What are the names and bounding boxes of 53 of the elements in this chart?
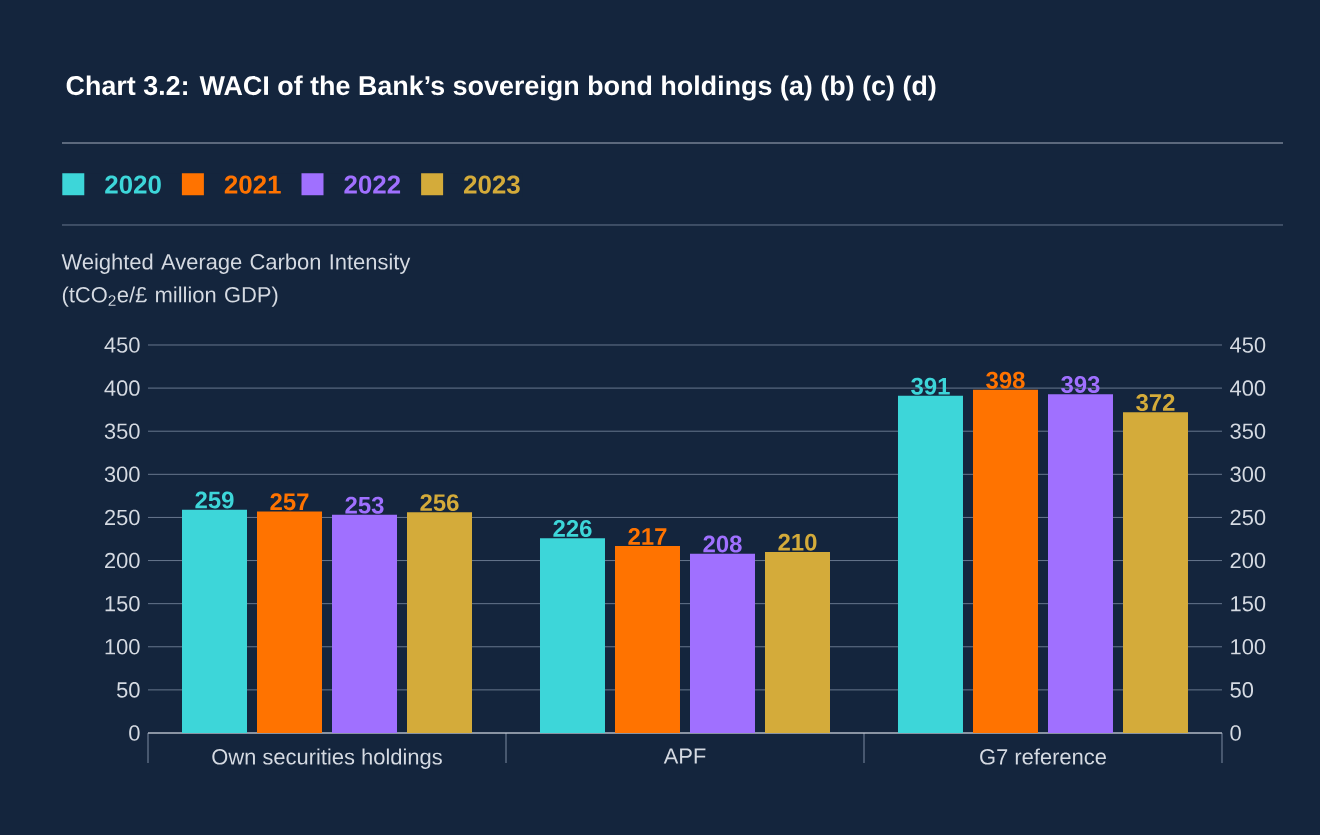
bar bbox=[972, 389, 1038, 733]
y-tick-label: 350 bbox=[104, 423, 140, 439]
y-axis-title: Weighted Average Carbon Intensity (tCO$_{2}$e/£ million GDP) bbox=[61, 253, 411, 307]
y-tick-label: 150 bbox=[105, 595, 140, 612]
y2-tick-label: 250 bbox=[1230, 509, 1266, 526]
legend-label: 2020 bbox=[105, 175, 161, 194]
bar bbox=[1048, 394, 1113, 733]
legend-label: 2021 bbox=[224, 175, 281, 194]
y2-tick-label: 50 bbox=[1230, 682, 1254, 698]
bar bbox=[615, 545, 680, 733]
data-label: 372 bbox=[1136, 394, 1175, 412]
data-label: 208 bbox=[703, 535, 742, 553]
y2-tick-label: 100 bbox=[1231, 639, 1266, 655]
y-tick-label: 100 bbox=[105, 639, 140, 655]
bar bbox=[407, 512, 473, 733]
bar bbox=[257, 511, 322, 733]
bar bbox=[765, 551, 830, 733]
y-tick-label: 300 bbox=[104, 466, 140, 483]
y-tick-label: 450 bbox=[104, 337, 140, 353]
y-tick-label: 400 bbox=[104, 380, 140, 396]
y-tick-label: 50 bbox=[116, 682, 140, 698]
bar bbox=[1123, 412, 1188, 733]
data-label: 398 bbox=[986, 371, 1025, 389]
bar bbox=[182, 509, 247, 733]
data-label: 259 bbox=[195, 491, 234, 509]
y2-tick-label: 0 bbox=[1230, 725, 1241, 741]
data-label: 393 bbox=[1061, 375, 1100, 393]
y2-tick-label: 450 bbox=[1230, 337, 1266, 353]
y2-tick-label: 350 bbox=[1230, 423, 1266, 439]
data-label: 256 bbox=[420, 494, 459, 512]
y-tick-label: 250 bbox=[105, 509, 140, 526]
bar bbox=[539, 538, 605, 733]
bar bbox=[690, 553, 755, 733]
y2-tick-label: 150 bbox=[1231, 595, 1266, 612]
y2-tick-label: 400 bbox=[1230, 380, 1266, 396]
y-tick-label: 0 bbox=[129, 725, 140, 741]
legend-label: 2022 bbox=[344, 175, 401, 194]
data-label: 257 bbox=[270, 493, 309, 511]
data-label: 226 bbox=[553, 520, 592, 537]
x-tick-label: APF bbox=[663, 748, 706, 764]
legend-label: 2023 bbox=[464, 175, 520, 194]
bar bbox=[897, 395, 963, 733]
y2-tick-label: 200 bbox=[1230, 552, 1266, 569]
data-label: 391 bbox=[911, 377, 950, 395]
data-label: 253 bbox=[345, 496, 384, 514]
y2-tick-label: 300 bbox=[1230, 466, 1266, 483]
x-tick-label: Own securities holdings bbox=[212, 748, 442, 769]
x-tick-label: G7 reference bbox=[980, 748, 1106, 765]
bar bbox=[332, 514, 397, 733]
y-tick-label: 200 bbox=[105, 552, 140, 569]
data-label: 217 bbox=[628, 528, 667, 545]
chart-title: Chart 3.2: WACI of the Bank’s sovereign bond holdings (a) (b) (c) (d) bbox=[66, 75, 936, 101]
data-label: 210 bbox=[778, 533, 817, 551]
